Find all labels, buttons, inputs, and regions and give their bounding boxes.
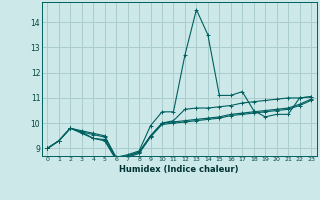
- X-axis label: Humidex (Indice chaleur): Humidex (Indice chaleur): [119, 165, 239, 174]
